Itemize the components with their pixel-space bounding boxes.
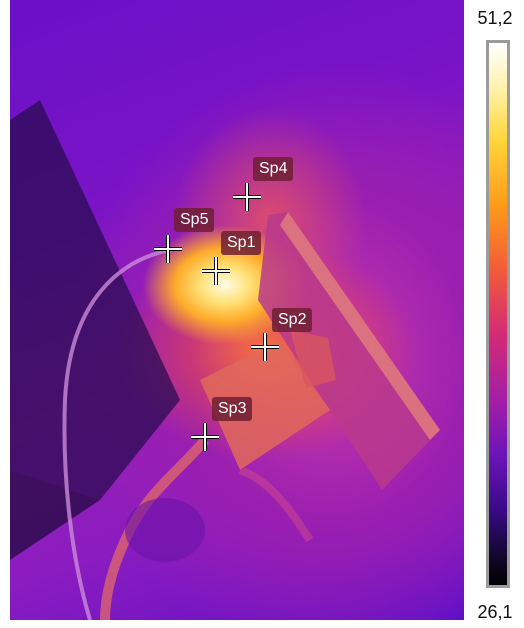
crosshair-icon xyxy=(233,183,261,211)
temperature-colorbar xyxy=(486,40,510,588)
floor-shadow xyxy=(10,470,100,560)
crosshair-icon xyxy=(154,235,182,263)
plug-body xyxy=(200,340,330,470)
spot-label-sp2: Sp2 xyxy=(272,308,313,332)
spot-marker-sp3[interactable] xyxy=(190,422,220,452)
scale-max-value: 51,2 xyxy=(477,8,513,28)
spot-marker-sp5[interactable] xyxy=(153,234,183,264)
spot-marker-sp4[interactable] xyxy=(232,182,262,212)
wall-plate-edge xyxy=(280,212,440,440)
spot-label-sp5: Sp5 xyxy=(174,208,215,232)
crosshair-icon xyxy=(251,333,279,361)
cable-left xyxy=(62,248,171,620)
spot-marker-sp2[interactable] xyxy=(250,332,280,362)
spot-label-sp4: Sp4 xyxy=(253,157,294,181)
cold-region xyxy=(125,498,205,562)
spot-marker-sp1[interactable] xyxy=(201,256,231,286)
crosshair-icon xyxy=(191,423,219,451)
spot-label-sp1: Sp1 xyxy=(221,231,262,255)
wall-plate xyxy=(258,212,440,490)
plug-tab xyxy=(290,330,336,388)
cable-stub xyxy=(238,466,314,543)
thermal-image xyxy=(10,0,464,620)
crosshair-icon xyxy=(202,257,230,285)
spot-label-sp3: Sp3 xyxy=(212,397,253,421)
scale-min-value: 26,1 xyxy=(477,602,513,622)
thermal-scene xyxy=(10,100,440,620)
